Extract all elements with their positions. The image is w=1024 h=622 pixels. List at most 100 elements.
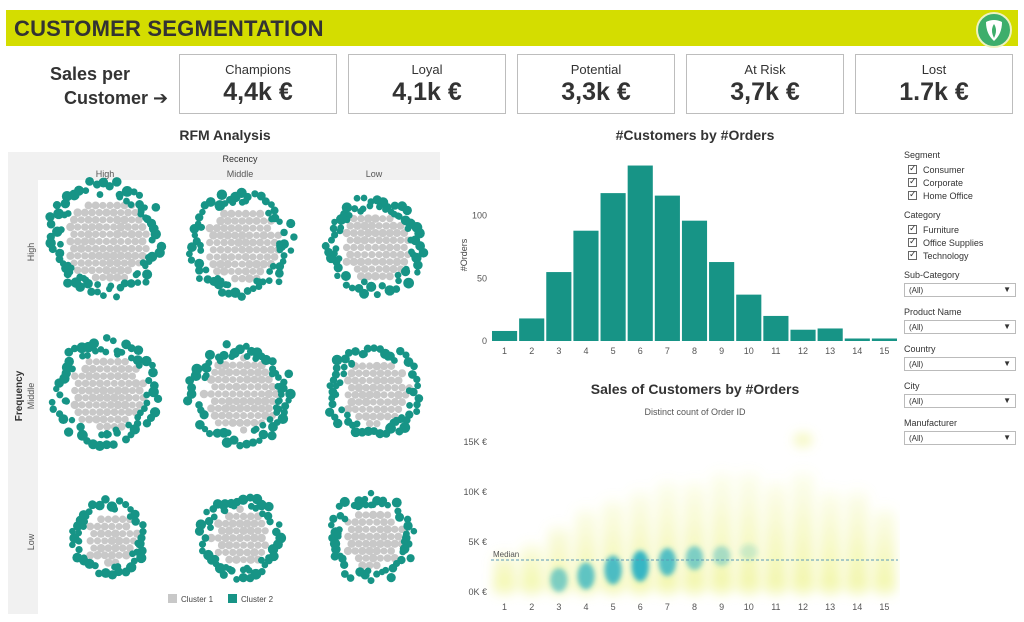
bar[interactable] (871, 338, 897, 341)
cluster2-customer[interactable] (82, 512, 90, 520)
cluster1-customer[interactable] (228, 519, 237, 528)
cluster2-customer[interactable] (336, 227, 344, 235)
cluster2-customer[interactable] (143, 391, 151, 399)
cluster2-customer[interactable] (85, 176, 95, 186)
cluster1-customer[interactable] (106, 372, 115, 381)
cluster1-customer[interactable] (214, 548, 223, 557)
cluster1-customer[interactable] (106, 201, 114, 210)
cluster1-customer[interactable] (243, 375, 252, 384)
cluster1-customer[interactable] (97, 515, 105, 524)
cluster2-customer[interactable] (404, 225, 412, 233)
cluster1-customer[interactable] (361, 412, 371, 421)
cluster2-customer[interactable] (57, 226, 65, 234)
cluster1-customer[interactable] (398, 383, 406, 392)
cluster2-customer[interactable] (63, 278, 73, 288)
cluster2-customer[interactable] (361, 350, 368, 358)
bar[interactable] (844, 338, 870, 341)
cluster1-customer[interactable] (216, 245, 225, 254)
cluster1-customer[interactable] (354, 539, 363, 548)
cluster2-customer[interactable] (354, 283, 364, 293)
cluster2-customer[interactable] (229, 199, 237, 207)
cluster1-customer[interactable] (357, 214, 365, 223)
cluster1-customer[interactable] (66, 251, 75, 260)
cluster2-customer[interactable] (266, 518, 274, 526)
cluster2-customer[interactable] (139, 521, 147, 529)
cluster2-customer[interactable] (135, 191, 144, 199)
cluster1-customer[interactable] (122, 537, 131, 545)
cluster2-customer[interactable] (224, 281, 232, 289)
cluster2-customer[interactable] (204, 349, 215, 360)
cluster1-customer[interactable] (243, 418, 252, 427)
cluster1-customer[interactable] (66, 222, 75, 232)
cluster2-customer[interactable] (414, 382, 422, 390)
cluster2-customer[interactable] (216, 357, 224, 365)
cluster1-customer[interactable] (77, 230, 85, 238)
cluster1-customer[interactable] (99, 372, 108, 380)
cluster2-customer[interactable] (326, 382, 334, 390)
cluster2-customer[interactable] (267, 201, 275, 209)
cluster1-customer[interactable] (217, 368, 227, 377)
cluster1-customer[interactable] (102, 265, 111, 275)
cluster1-customer[interactable] (357, 229, 365, 237)
cluster1-customer[interactable] (358, 546, 367, 556)
cluster1-customer[interactable] (378, 228, 387, 238)
cluster2-customer[interactable] (334, 530, 342, 538)
cluster1-customer[interactable] (358, 532, 367, 541)
cluster2-customer[interactable] (194, 258, 205, 269)
cluster1-customer[interactable] (387, 362, 396, 370)
cluster2-customer[interactable] (265, 277, 273, 285)
cluster1-customer[interactable] (227, 238, 236, 247)
cluster2-customer[interactable] (141, 355, 152, 367)
cluster1-customer[interactable] (369, 539, 378, 548)
cluster1-customer[interactable] (121, 358, 129, 366)
cluster2-customer[interactable] (331, 370, 340, 379)
cluster1-customer[interactable] (351, 532, 360, 541)
cluster2-customer[interactable] (221, 200, 229, 207)
cluster1-customer[interactable] (117, 408, 126, 416)
cluster1-customer[interactable] (257, 533, 266, 543)
cluster1-customer[interactable] (246, 397, 255, 406)
cluster1-customer[interactable] (96, 543, 106, 553)
cluster2-customer[interactable] (197, 247, 205, 254)
cluster1-customer[interactable] (355, 398, 363, 406)
cluster1-customer[interactable] (99, 415, 108, 424)
cluster1-customer[interactable] (91, 215, 100, 224)
cluster1-customer[interactable] (242, 519, 252, 528)
cluster1-customer[interactable] (365, 390, 374, 400)
cluster1-customer[interactable] (70, 400, 79, 410)
cluster2-customer[interactable] (109, 440, 118, 449)
cluster2-customer[interactable] (243, 353, 251, 360)
cluster1-customer[interactable] (394, 376, 403, 385)
cluster1-customer[interactable] (268, 397, 277, 405)
cluster1-customer[interactable] (386, 258, 394, 266)
cluster1-customer[interactable] (93, 551, 102, 560)
cluster2-customer[interactable] (197, 224, 205, 231)
cluster2-customer[interactable] (222, 340, 231, 349)
cluster1-customer[interactable] (115, 522, 123, 530)
cluster1-customer[interactable] (99, 357, 108, 366)
cluster1-customer[interactable] (239, 368, 248, 377)
cluster2-customer[interactable] (269, 262, 277, 270)
cluster1-customer[interactable] (375, 251, 383, 259)
cluster1-customer[interactable] (372, 561, 381, 570)
cluster1-customer[interactable] (218, 411, 226, 420)
cluster1-customer[interactable] (123, 251, 133, 260)
cluster2-customer[interactable] (334, 272, 341, 280)
cluster1-customer[interactable] (229, 376, 237, 384)
cluster2-customer[interactable] (255, 278, 263, 285)
cluster1-customer[interactable] (361, 397, 371, 407)
cluster2-customer[interactable] (268, 370, 276, 378)
cluster2-customer[interactable] (275, 521, 283, 528)
cluster1-customer[interactable] (368, 510, 378, 520)
cluster1-customer[interactable] (376, 510, 385, 520)
cluster1-customer[interactable] (347, 525, 356, 534)
cluster1-customer[interactable] (74, 252, 82, 260)
cluster1-customer[interactable] (210, 411, 219, 420)
cluster2-customer[interactable] (348, 284, 356, 292)
cluster1-customer[interactable] (214, 375, 223, 384)
cluster1-customer[interactable] (209, 260, 218, 269)
cluster1-customer[interactable] (111, 529, 120, 538)
cluster2-customer[interactable] (331, 231, 339, 239)
cluster1-customer[interactable] (231, 231, 239, 240)
cluster1-customer[interactable] (356, 257, 366, 267)
